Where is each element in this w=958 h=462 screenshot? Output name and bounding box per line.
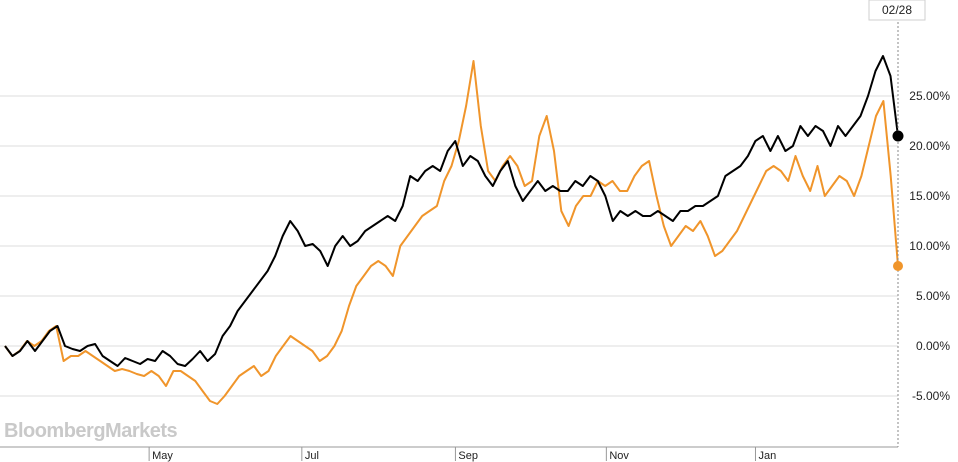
y-tick-label: 15.00% bbox=[909, 189, 950, 203]
y-tick-label: 5.00% bbox=[916, 289, 950, 303]
series-end-marker-2 bbox=[893, 261, 903, 271]
end-date-flag: 02/28 bbox=[882, 3, 912, 17]
x-axis: May Jul Sep Nov Jan bbox=[148, 447, 776, 462]
x-tick-label: Nov bbox=[609, 450, 629, 462]
end-point-markers bbox=[892, 130, 904, 271]
y-axis: 25.00% 20.00% 15.00% 10.00% 5.00% 0.00% -5.00% bbox=[909, 89, 950, 403]
series-end-marker-1 bbox=[892, 130, 904, 142]
y-tick-label: 10.00% bbox=[909, 239, 950, 253]
y-tick-label: 0.00% bbox=[916, 339, 950, 353]
series-line-1 bbox=[4, 55, 899, 367]
watermark-text: BloombergMarkets bbox=[4, 420, 178, 442]
x-tick-label: Sep bbox=[458, 450, 478, 462]
y-tick-label: 20.00% bbox=[909, 139, 950, 153]
x-tick-label: Jul bbox=[305, 450, 319, 462]
x-tick-label: May bbox=[152, 450, 173, 462]
end-date-flag-box bbox=[868, 0, 926, 21]
series-layer bbox=[4, 55, 899, 405]
series-line-2 bbox=[4, 60, 899, 405]
grid-lines bbox=[0, 95, 898, 397]
y-tick-label: -5.00% bbox=[912, 389, 950, 403]
y-tick-label: 25.00% bbox=[909, 89, 950, 103]
x-tick-label: Jan bbox=[758, 450, 776, 462]
